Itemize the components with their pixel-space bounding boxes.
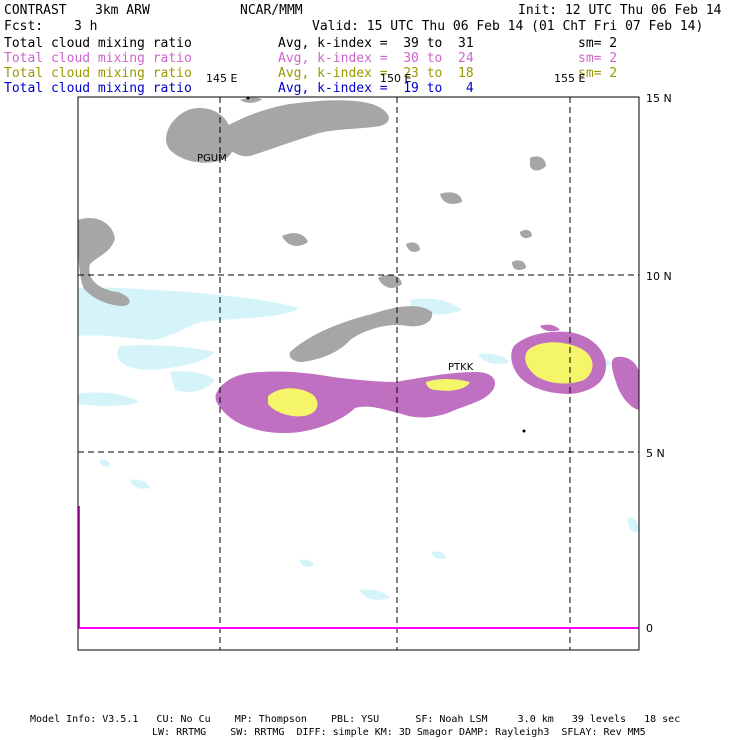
- lon-label-150e: 150 E: [380, 72, 411, 85]
- legend-range-4: Avg, k-index = 19 to 4: [278, 81, 474, 96]
- equator-line: [78, 506, 639, 629]
- legend-field-2: Total cloud mixing ratio: [4, 51, 192, 66]
- legend-field-1: Total cloud mixing ratio: [4, 36, 192, 51]
- lon-label-145e: 145 E: [206, 72, 237, 85]
- model-name: 3km ARW: [95, 3, 150, 18]
- legend-range-2: Avg, k-index = 30 to 24: [278, 51, 474, 66]
- island-dot: [522, 429, 526, 433]
- fcst-label: Fcst:: [4, 19, 44, 34]
- legend-sm-3: sm= 2: [578, 66, 618, 81]
- lat-label-5n: 5 N: [646, 447, 665, 460]
- station-label-pgum: PGUM: [197, 153, 227, 164]
- legend-sm-1: sm= 2: [578, 36, 618, 51]
- legend-range-3: Avg, k-index = 23 to 18: [278, 66, 474, 81]
- model-info-line-1: Model Info: V3.5.1 CU: No Cu MP: Thompso…: [30, 714, 681, 725]
- yellow-core-layer: [268, 342, 593, 417]
- legend-field-3: Total cloud mixing ratio: [4, 66, 192, 81]
- legend-sm-2: sm= 2: [578, 51, 618, 66]
- fcst-value: 3 h: [74, 19, 98, 34]
- legend-range-1: Avg, k-index = 39 to 31: [278, 36, 474, 51]
- map-frame: [77, 96, 640, 651]
- lat-label-10n: 10 N: [646, 270, 672, 283]
- map-layers: [78, 97, 639, 600]
- center-name: NCAR/MMM: [240, 3, 303, 18]
- model-info-line-2: LW: RRTMG SW: RRTMG DIFF: simple KM: 3D …: [152, 727, 646, 738]
- lat-label-0: 0: [646, 622, 653, 635]
- lon-label-155e: 155 E: [554, 72, 585, 85]
- lat-label-15n: 15 N: [646, 92, 672, 105]
- product-title: CONTRAST: [4, 3, 67, 18]
- station-label-ptkk: PTKK: [448, 362, 474, 373]
- legend-field-4: Total cloud mixing ratio: [4, 81, 192, 96]
- init-time: Init: 12 UTC Thu 06 Feb 14: [518, 3, 722, 18]
- valid-time: Valid: 15 UTC Thu 06 Feb 14 (01 ChT Fri …: [312, 19, 704, 34]
- island-dot: [246, 97, 250, 100]
